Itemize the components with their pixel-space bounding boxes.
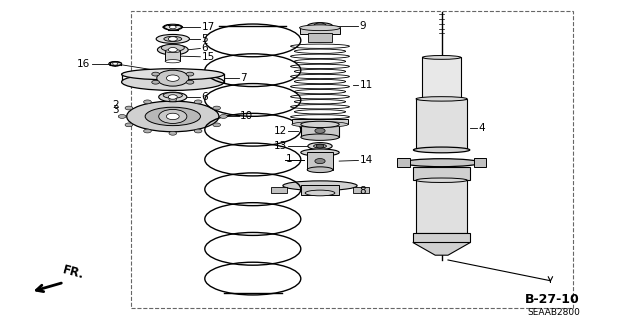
Text: 17: 17: [202, 22, 215, 32]
Text: 13: 13: [273, 141, 287, 151]
Ellipse shape: [164, 36, 182, 41]
Ellipse shape: [403, 159, 480, 167]
Circle shape: [315, 128, 325, 133]
Bar: [131, 11, 573, 308]
Circle shape: [168, 48, 177, 52]
Text: 5: 5: [202, 34, 208, 44]
Circle shape: [314, 23, 326, 29]
Text: B-27-10: B-27-10: [525, 293, 580, 306]
Ellipse shape: [165, 49, 180, 53]
Text: 15: 15: [202, 52, 215, 62]
Bar: [300, 28, 340, 34]
Bar: [413, 167, 470, 180]
Circle shape: [195, 100, 202, 104]
Text: 2: 2: [112, 100, 118, 110]
Bar: [416, 180, 467, 233]
Text: 14: 14: [360, 155, 373, 166]
Ellipse shape: [305, 190, 335, 196]
Bar: [307, 152, 333, 170]
Circle shape: [125, 123, 132, 127]
Circle shape: [170, 26, 176, 29]
Bar: [271, 187, 287, 193]
Circle shape: [143, 129, 151, 133]
Text: 9: 9: [360, 21, 366, 31]
Ellipse shape: [159, 92, 187, 102]
Ellipse shape: [416, 97, 467, 101]
Ellipse shape: [161, 44, 184, 51]
Bar: [397, 158, 410, 167]
Circle shape: [213, 123, 221, 127]
Ellipse shape: [122, 69, 224, 80]
Circle shape: [152, 80, 159, 84]
Ellipse shape: [314, 144, 326, 148]
Circle shape: [186, 80, 194, 84]
Circle shape: [118, 115, 126, 118]
Ellipse shape: [300, 25, 340, 31]
Text: 1: 1: [286, 154, 292, 165]
Ellipse shape: [307, 23, 333, 30]
Polygon shape: [413, 242, 470, 255]
Circle shape: [316, 144, 324, 148]
Circle shape: [166, 113, 179, 120]
Ellipse shape: [145, 107, 200, 126]
Ellipse shape: [301, 121, 339, 128]
Circle shape: [113, 63, 118, 65]
Ellipse shape: [301, 134, 339, 140]
Bar: [474, 158, 486, 167]
Ellipse shape: [163, 93, 182, 98]
Ellipse shape: [292, 122, 348, 127]
Circle shape: [152, 72, 159, 76]
Text: FR.: FR.: [61, 263, 85, 281]
Circle shape: [125, 106, 132, 110]
Circle shape: [168, 95, 177, 99]
Circle shape: [315, 159, 325, 164]
Ellipse shape: [127, 101, 219, 132]
Circle shape: [186, 72, 194, 76]
Ellipse shape: [109, 62, 122, 66]
Circle shape: [220, 115, 227, 118]
Ellipse shape: [157, 45, 188, 55]
Ellipse shape: [163, 24, 182, 30]
Bar: [353, 187, 369, 193]
Circle shape: [157, 70, 189, 86]
Ellipse shape: [283, 181, 357, 190]
Text: 10: 10: [240, 111, 253, 122]
Bar: [413, 233, 470, 242]
Ellipse shape: [413, 147, 470, 153]
Bar: [416, 99, 467, 150]
Bar: [292, 119, 348, 124]
Bar: [422, 57, 461, 99]
Text: 11: 11: [360, 79, 373, 90]
Circle shape: [213, 106, 221, 110]
Text: 6: 6: [202, 43, 208, 54]
Text: 16: 16: [76, 59, 90, 69]
Bar: [301, 124, 339, 137]
Ellipse shape: [422, 56, 461, 59]
Ellipse shape: [308, 143, 332, 150]
Ellipse shape: [122, 74, 224, 90]
Circle shape: [168, 37, 177, 41]
Text: 6: 6: [202, 92, 208, 102]
Text: 7: 7: [240, 73, 246, 83]
Ellipse shape: [156, 34, 189, 43]
Text: 4: 4: [478, 122, 484, 133]
Circle shape: [169, 98, 177, 101]
Text: 8: 8: [360, 186, 366, 197]
Text: 12: 12: [273, 126, 287, 136]
Ellipse shape: [165, 60, 180, 63]
Ellipse shape: [301, 149, 339, 156]
Circle shape: [166, 75, 179, 81]
Circle shape: [159, 109, 187, 123]
Bar: [165, 51, 180, 61]
Circle shape: [195, 129, 202, 133]
Ellipse shape: [416, 178, 467, 182]
Text: 3: 3: [112, 105, 118, 115]
Bar: [308, 33, 332, 42]
Text: SEAAB2800: SEAAB2800: [527, 308, 580, 317]
Circle shape: [169, 131, 177, 135]
Bar: [301, 185, 339, 195]
Circle shape: [143, 100, 151, 104]
Ellipse shape: [307, 167, 333, 173]
